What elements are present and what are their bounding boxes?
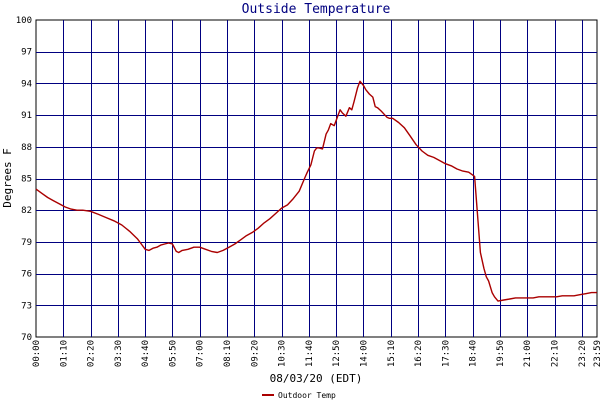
y-tick-label: 85 (21, 175, 32, 185)
y-tick-label: 97 (21, 48, 32, 58)
x-axis-label: 08/03/20 (EDT) (270, 372, 363, 385)
x-tick-label: 23:20 (578, 340, 588, 367)
x-tick-label: 16:20 (414, 340, 424, 367)
x-tick-label: 12:50 (332, 340, 342, 367)
series-line-outdoor-temp (35, 80, 597, 302)
x-tick-label: 04:40 (141, 340, 151, 367)
x-tick-label: 14:00 (359, 340, 369, 367)
legend: Outdoor Temp (262, 391, 336, 400)
x-tick-label: 10:30 (278, 340, 288, 367)
series-layer (35, 80, 597, 302)
x-tick-label: 09:20 (250, 340, 260, 367)
tick-labels: 70 73 76 79 82 85 88 91 94 97 100 00:00 01:10 02:20 03… (16, 16, 600, 367)
y-tick-label: 91 (21, 111, 32, 121)
x-tick-label: 22:10 (551, 340, 561, 367)
x-tick-label: 01:10 (59, 340, 69, 367)
y-axis-label: Degrees F (1, 148, 14, 208)
x-tick-label: 03:30 (114, 340, 124, 367)
y-tick-label: 100 (16, 16, 32, 26)
x-tick-label: 21:00 (523, 340, 533, 367)
y-tick-label: 94 (21, 79, 32, 89)
chart-title: Outside Temperature (242, 2, 391, 17)
x-tick-label: 18:40 (469, 340, 479, 367)
x-tick-label: 11:40 (305, 340, 315, 367)
y-tick-label: 79 (21, 238, 32, 248)
x-tick-label: 05:50 (168, 340, 178, 367)
x-tick-label: 23:59 (593, 340, 600, 367)
x-tick-label: 19:50 (496, 340, 506, 367)
x-tick-label: 07:00 (196, 340, 206, 367)
y-tick-label: 76 (21, 270, 32, 280)
x-tick-label: 08:10 (223, 340, 233, 367)
y-tick-label: 73 (21, 301, 32, 311)
y-tick-label: 82 (21, 206, 32, 216)
x-tick-label: 17:30 (441, 340, 451, 367)
x-tick-label: 02:20 (87, 340, 97, 367)
x-tick-label: 00:00 (32, 340, 42, 367)
x-tick-label: 15:10 (387, 340, 397, 367)
grid-layer (35, 19, 598, 338)
y-tick-label: 70 (21, 333, 32, 343)
legend-label: Outdoor Temp (278, 391, 336, 400)
plot-area (35, 19, 598, 338)
y-tick-label: 88 (21, 143, 32, 153)
